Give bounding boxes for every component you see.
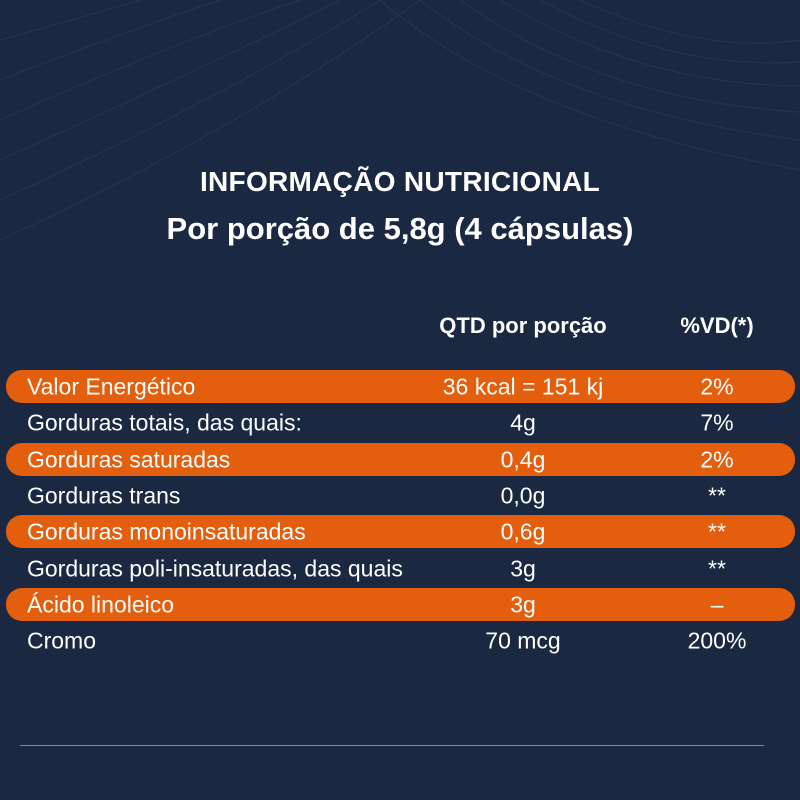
column-header-daily-value: %VD(*) <box>680 313 754 338</box>
nutrient-daily-value: 200% <box>687 627 747 654</box>
nutrient-quantity: 0,0g <box>500 482 546 509</box>
table-row: Gorduras monoinsaturadas 0,6g ** <box>0 514 800 550</box>
table-row: Valor Energético 36 kcal = 151 kj 2% <box>0 369 800 405</box>
table-title: INFORMAÇÃO NUTRICIONAL <box>199 166 601 197</box>
nutrient-quantity: 3g <box>510 591 536 618</box>
nutrient-quantity: 0,6g <box>500 518 546 545</box>
nutrient-daily-value: 7% <box>700 409 734 436</box>
nutrient-name: Gorduras monoinsaturadas <box>27 518 306 545</box>
nutrient-name: Ácido linoleico <box>27 591 175 618</box>
nutrient-name: Valor Energético <box>27 373 196 400</box>
nutrient-table: Valor Energético 36 kcal = 151 kj 2% Gor… <box>0 369 800 659</box>
table-row: Gorduras poli-insaturadas, das quais 3g … <box>0 550 800 586</box>
nutrient-quantity: 0,4g <box>500 446 546 473</box>
table-row: Gorduras saturadas 0,4g 2% <box>0 442 800 478</box>
table-row: Gorduras totais, das quais: 4g 7% <box>0 405 800 441</box>
nutrient-name: Gorduras poli-insaturadas, das quais <box>27 555 403 582</box>
nutrient-name: Gorduras totais, das quais: <box>27 409 302 436</box>
bottom-divider <box>20 745 764 746</box>
nutrient-quantity: 70 mcg <box>485 627 561 654</box>
table-row: Ácido linoleico 3g – <box>0 587 800 623</box>
serving-size-subtitle: Por porção de 5,8g (4 cápsulas) <box>166 211 634 246</box>
nutrient-quantity: 4g <box>510 409 536 436</box>
nutrient-name: Cromo <box>27 627 97 654</box>
nutrient-daily-value: ** <box>708 555 726 582</box>
nutrient-daily-value: ** <box>708 518 726 545</box>
nutrient-daily-value: ** <box>708 482 726 509</box>
column-header-quantity: QTD por porção <box>439 313 607 338</box>
nutrient-quantity: 36 kcal = 151 kj <box>442 373 604 400</box>
table-row: Cromo 70 mcg 200% <box>0 623 800 659</box>
nutrient-name: Gorduras saturadas <box>27 446 231 473</box>
nutrient-daily-value: – <box>710 591 724 618</box>
table-row: Gorduras trans 0,0g ** <box>0 478 800 514</box>
nutrient-daily-value: 2% <box>700 373 734 400</box>
nutrient-name: Gorduras trans <box>27 482 181 509</box>
nutrient-daily-value: 2% <box>700 446 734 473</box>
nutrient-quantity: 3g <box>510 555 536 582</box>
